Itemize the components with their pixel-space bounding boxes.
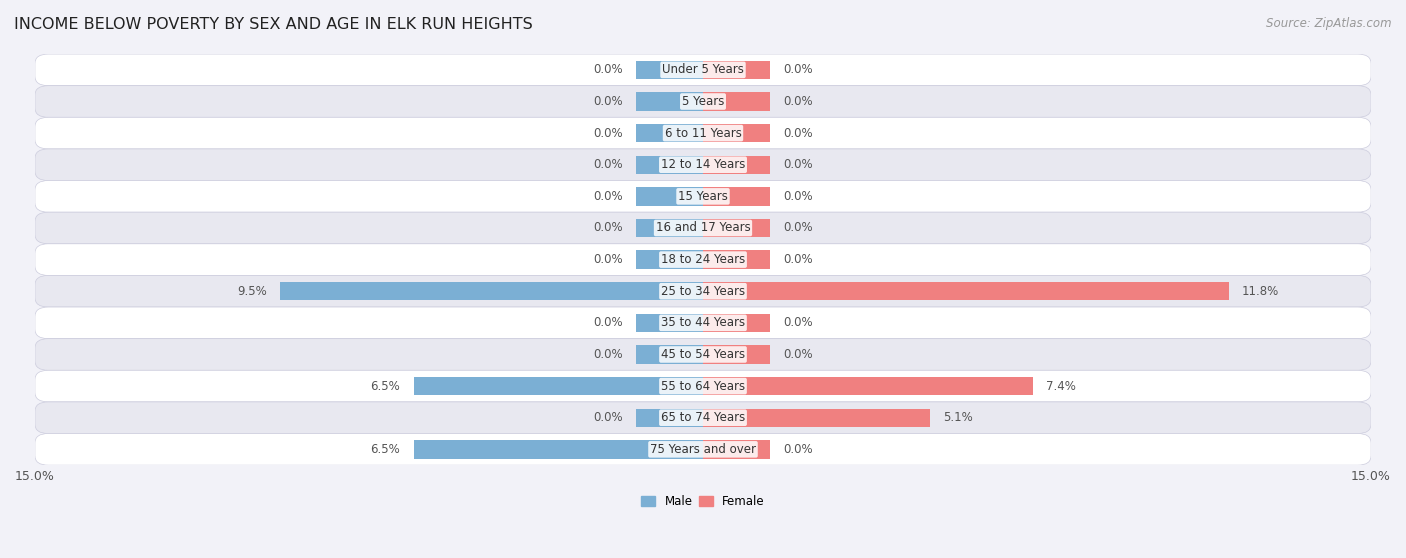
Text: 0.0%: 0.0% bbox=[593, 95, 623, 108]
Text: 5.1%: 5.1% bbox=[943, 411, 973, 424]
Bar bbox=[636, 345, 703, 364]
Bar bbox=[636, 124, 703, 142]
Text: 0.0%: 0.0% bbox=[783, 443, 813, 456]
Text: 75 Years and over: 75 Years and over bbox=[650, 443, 756, 456]
Bar bbox=[703, 377, 1032, 395]
FancyBboxPatch shape bbox=[35, 212, 1371, 244]
Text: 0.0%: 0.0% bbox=[783, 127, 813, 140]
Bar bbox=[413, 377, 703, 395]
Text: 0.0%: 0.0% bbox=[593, 253, 623, 266]
Text: 15 Years: 15 Years bbox=[678, 190, 728, 203]
Bar bbox=[703, 314, 770, 332]
FancyBboxPatch shape bbox=[35, 307, 1371, 339]
Text: 6.5%: 6.5% bbox=[370, 443, 401, 456]
Text: 0.0%: 0.0% bbox=[783, 222, 813, 234]
Text: 65 to 74 Years: 65 to 74 Years bbox=[661, 411, 745, 424]
Text: 0.0%: 0.0% bbox=[783, 64, 813, 76]
Text: 6 to 11 Years: 6 to 11 Years bbox=[665, 127, 741, 140]
Bar bbox=[703, 124, 770, 142]
Bar bbox=[703, 92, 770, 110]
Text: Source: ZipAtlas.com: Source: ZipAtlas.com bbox=[1267, 17, 1392, 30]
FancyBboxPatch shape bbox=[35, 149, 1371, 181]
Text: 0.0%: 0.0% bbox=[593, 190, 623, 203]
FancyBboxPatch shape bbox=[35, 54, 1371, 86]
Bar bbox=[703, 219, 770, 237]
Text: 0.0%: 0.0% bbox=[593, 158, 623, 171]
Bar bbox=[636, 61, 703, 79]
Text: 0.0%: 0.0% bbox=[783, 253, 813, 266]
FancyBboxPatch shape bbox=[35, 434, 1371, 465]
Bar bbox=[636, 251, 703, 269]
Bar bbox=[703, 251, 770, 269]
Bar bbox=[703, 187, 770, 205]
Text: 5 Years: 5 Years bbox=[682, 95, 724, 108]
Bar bbox=[703, 282, 1229, 300]
Text: 0.0%: 0.0% bbox=[783, 95, 813, 108]
Text: 0.0%: 0.0% bbox=[783, 348, 813, 361]
Bar bbox=[280, 282, 703, 300]
Text: 0.0%: 0.0% bbox=[593, 348, 623, 361]
Text: 0.0%: 0.0% bbox=[593, 64, 623, 76]
Bar bbox=[703, 345, 770, 364]
FancyBboxPatch shape bbox=[35, 86, 1371, 117]
Text: 7.4%: 7.4% bbox=[1046, 379, 1076, 393]
Text: 0.0%: 0.0% bbox=[593, 316, 623, 329]
Bar bbox=[636, 219, 703, 237]
FancyBboxPatch shape bbox=[35, 181, 1371, 212]
FancyBboxPatch shape bbox=[35, 244, 1371, 276]
FancyBboxPatch shape bbox=[35, 117, 1371, 149]
FancyBboxPatch shape bbox=[35, 276, 1371, 307]
Text: 11.8%: 11.8% bbox=[1241, 285, 1279, 298]
Bar bbox=[703, 156, 770, 174]
Text: INCOME BELOW POVERTY BY SEX AND AGE IN ELK RUN HEIGHTS: INCOME BELOW POVERTY BY SEX AND AGE IN E… bbox=[14, 17, 533, 32]
Text: 0.0%: 0.0% bbox=[593, 411, 623, 424]
FancyBboxPatch shape bbox=[35, 339, 1371, 371]
Text: 16 and 17 Years: 16 and 17 Years bbox=[655, 222, 751, 234]
Text: 0.0%: 0.0% bbox=[593, 222, 623, 234]
Text: 55 to 64 Years: 55 to 64 Years bbox=[661, 379, 745, 393]
Text: 45 to 54 Years: 45 to 54 Years bbox=[661, 348, 745, 361]
Legend: Male, Female: Male, Female bbox=[637, 490, 769, 513]
Text: 18 to 24 Years: 18 to 24 Years bbox=[661, 253, 745, 266]
Bar bbox=[636, 156, 703, 174]
Bar bbox=[636, 187, 703, 205]
Text: 0.0%: 0.0% bbox=[783, 158, 813, 171]
Bar bbox=[413, 440, 703, 459]
Text: 35 to 44 Years: 35 to 44 Years bbox=[661, 316, 745, 329]
FancyBboxPatch shape bbox=[35, 371, 1371, 402]
Bar bbox=[703, 440, 770, 459]
FancyBboxPatch shape bbox=[35, 402, 1371, 434]
Text: 0.0%: 0.0% bbox=[783, 190, 813, 203]
Bar bbox=[636, 314, 703, 332]
Bar bbox=[703, 61, 770, 79]
Text: 25 to 34 Years: 25 to 34 Years bbox=[661, 285, 745, 298]
Bar bbox=[636, 408, 703, 427]
Bar bbox=[636, 92, 703, 110]
Text: 12 to 14 Years: 12 to 14 Years bbox=[661, 158, 745, 171]
Text: 6.5%: 6.5% bbox=[370, 379, 401, 393]
Text: Under 5 Years: Under 5 Years bbox=[662, 64, 744, 76]
Text: 9.5%: 9.5% bbox=[236, 285, 267, 298]
Text: 0.0%: 0.0% bbox=[593, 127, 623, 140]
Bar bbox=[703, 408, 931, 427]
Text: 0.0%: 0.0% bbox=[783, 316, 813, 329]
